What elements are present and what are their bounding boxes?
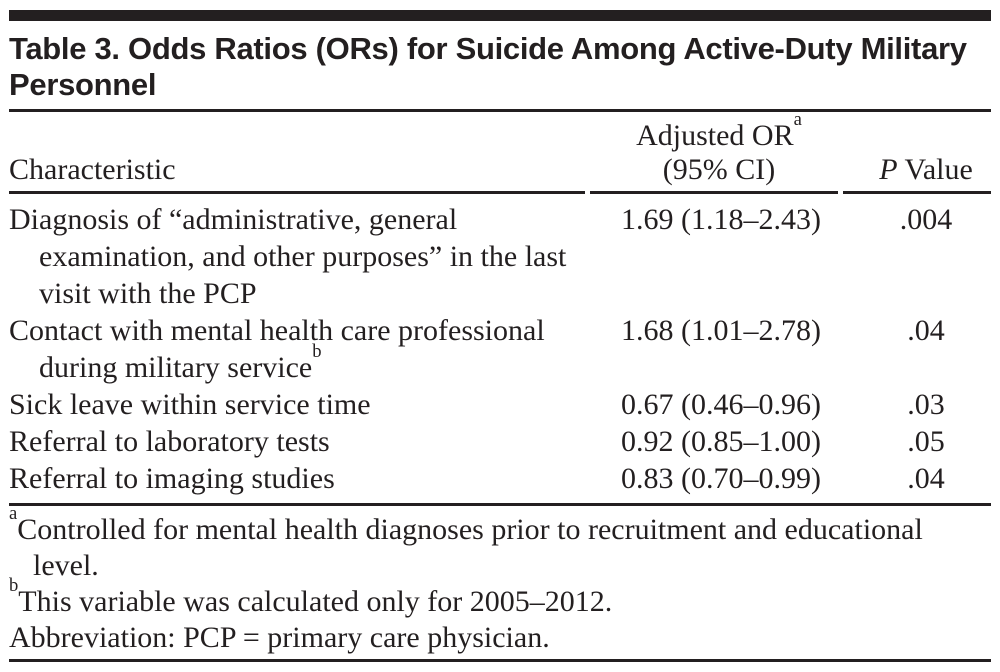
characteristic-cell: Referral to imaging studies bbox=[9, 460, 585, 497]
footnote-a-text: Controlled for mental health diagnoses p… bbox=[17, 513, 923, 582]
bottom-rule bbox=[9, 659, 991, 662]
characteristic-header-label: Characteristic bbox=[9, 153, 176, 186]
p-value-cell: .04 bbox=[907, 314, 945, 347]
adjusted-or-header-line1: Adjusted ORa bbox=[600, 110, 838, 153]
characteristic-text: Referral to imaging studies bbox=[9, 462, 335, 495]
characteristic-cell: Contact with mental health care professi… bbox=[9, 312, 585, 386]
adjusted-or-label: Adjusted OR bbox=[636, 119, 794, 152]
top-accent-bar bbox=[9, 10, 991, 21]
p-value-header-label: P Value bbox=[861, 153, 991, 187]
table-header-row: Characteristic Adjusted ORa (95% CI) P V… bbox=[9, 110, 991, 194]
table-body: Diagnosis of “administrative, general ex… bbox=[9, 194, 991, 497]
table-row: Referral to laboratory tests 0.92 (0.85–… bbox=[9, 423, 991, 460]
body-footnote-divider-rule bbox=[9, 503, 991, 506]
p-value-cell: .05 bbox=[907, 425, 945, 458]
characteristic-text: Referral to laboratory tests bbox=[9, 425, 330, 458]
characteristic-text: Diagnosis of “administrative, general ex… bbox=[9, 203, 567, 310]
footnote-marker-a: a bbox=[793, 108, 802, 130]
table-row: Sick leave within service time 0.67 (0.4… bbox=[9, 386, 991, 423]
p-value-cell: .004 bbox=[899, 203, 953, 236]
footnote-b: bThis variable was calculated only for 2… bbox=[9, 576, 991, 620]
or-cell: 1.69 (1.18–2.43) bbox=[621, 203, 821, 236]
characteristic-text: Contact with mental health care professi… bbox=[9, 314, 545, 384]
value-label: Value bbox=[897, 153, 973, 186]
footnote-a-marker: a bbox=[9, 502, 18, 524]
column-header-p-value: P Value bbox=[843, 112, 991, 194]
characteristic-text: Sick leave within service time bbox=[9, 388, 371, 421]
or-cell: 0.92 (0.85–1.00) bbox=[621, 425, 821, 458]
or-cell: 0.67 (0.46–0.96) bbox=[621, 388, 821, 421]
or-cell: 1.68 (1.01–2.78) bbox=[621, 314, 821, 347]
column-header-adjusted-or: Adjusted ORa (95% CI) bbox=[590, 110, 838, 194]
table-row: Referral to imaging studies 0.83 (0.70–0… bbox=[9, 460, 991, 497]
p-value-cell: .03 bbox=[907, 388, 945, 421]
p-value-cell: .04 bbox=[907, 462, 945, 495]
title-divider-rule bbox=[9, 109, 991, 112]
footnote-b-marker: b bbox=[9, 574, 19, 596]
footnote-b-text: This variable was calculated only for 20… bbox=[18, 585, 613, 618]
table-row: Diagnosis of “administrative, general ex… bbox=[9, 201, 991, 312]
footnote-a: aControlled for mental health diagnoses … bbox=[9, 504, 991, 584]
footnote-marker-b: b bbox=[312, 340, 322, 362]
adjusted-or-header-line2: (95% CI) bbox=[662, 153, 776, 186]
footnotes-block: aControlled for mental health diagnoses … bbox=[9, 504, 991, 656]
characteristic-cell: Referral to laboratory tests bbox=[9, 423, 585, 460]
p-italic: P bbox=[879, 153, 898, 186]
characteristic-cell: Diagnosis of “administrative, general ex… bbox=[9, 201, 585, 312]
table-title: Table 3. Odds Ratios (ORs) for Suicide A… bbox=[9, 31, 967, 102]
characteristic-cell: Sick leave within service time bbox=[9, 386, 585, 423]
or-cell: 0.83 (0.70–0.99) bbox=[621, 462, 821, 495]
abbreviation-text: Abbreviation: PCP = primary care physici… bbox=[9, 621, 550, 654]
abbreviation-note: Abbreviation: PCP = primary care physici… bbox=[9, 620, 991, 656]
table-row: Contact with mental health care professi… bbox=[9, 312, 991, 386]
column-header-characteristic: Characteristic bbox=[9, 112, 585, 194]
